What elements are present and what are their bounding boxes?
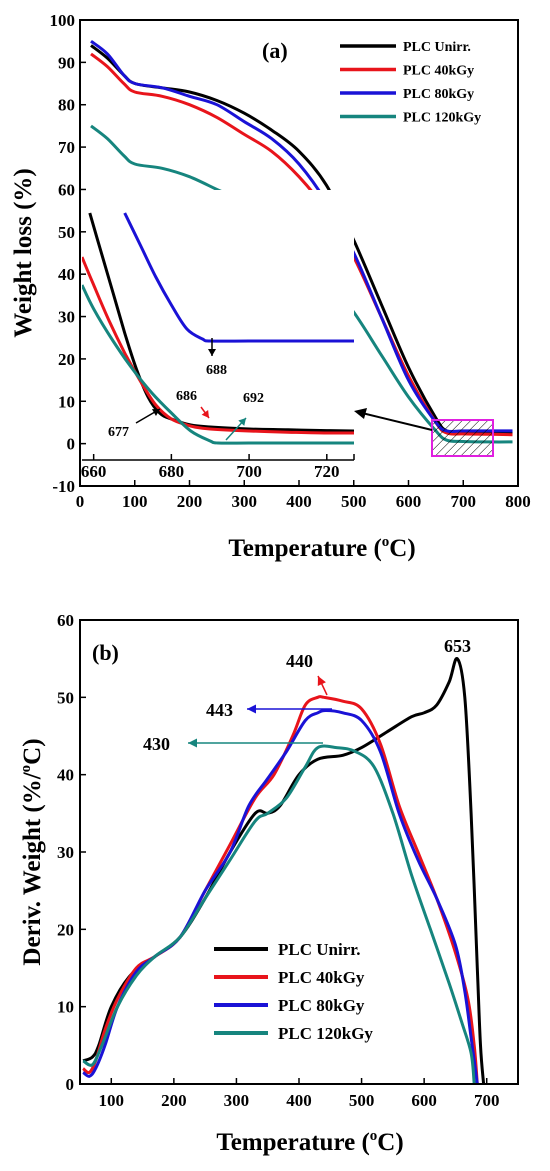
panel-a-ytick-label: 90 [58, 53, 75, 72]
panel-a-ytick-label: 10 [58, 392, 75, 411]
panel-a-ytick-label: 70 [58, 138, 75, 157]
panel-a-xtick-label: 100 [122, 492, 148, 511]
panel-b-ytick-label: 20 [57, 920, 74, 939]
peak-label-443: 443 [206, 700, 233, 720]
panel-a-xtick-label: 200 [177, 492, 203, 511]
panel-b-ytick-label: 50 [57, 688, 74, 707]
peak-label-430: 430 [143, 734, 170, 754]
legend-a-label-plc-40kgy: PLC 40kGy [403, 64, 474, 79]
peak-label-440: 440 [286, 651, 313, 671]
inset-line-plc-120kgy [82, 284, 354, 445]
panel-a-xtick-label: 500 [341, 492, 367, 511]
panel-a-legend: PLC Unirr. PLC 40kGy PLC 80kGy PLC 120kGy [340, 40, 481, 126]
panel-b-xtick-label: 700 [474, 1091, 500, 1110]
panel-a-xtick-label: 800 [505, 492, 531, 511]
legend-a-label-plc-80kgy: PLC 80kGy [403, 87, 474, 102]
panel-b-ylabel: Deriv. Weight (%/oC) [18, 738, 46, 965]
legend-a-label-plc-120kgy: PLC 120kGy [403, 111, 481, 126]
panel-b-legend: PLC Unirr. PLC 40kGy PLC 80kGy PLC 120kGy [214, 940, 373, 1043]
legend-b-label-plc-unirr: PLC Unirr. [278, 940, 361, 959]
peak-arrowhead [317, 676, 326, 687]
panel-b-xtick-label: 600 [411, 1091, 437, 1110]
panel-a-ytick-label: 60 [58, 180, 75, 199]
inset-annotation-688: 688 [206, 363, 227, 378]
panel-b-xlabel: Temperature (oC) [216, 1128, 403, 1156]
panel-a-xlabel: Temperature (oC) [228, 534, 415, 562]
inset-xtick-label: 720 [314, 462, 340, 481]
panel-b-label: (b) [92, 640, 119, 665]
panel-a-ytick-label: 0 [67, 435, 76, 454]
peak-annotations: 653 440 443 430 [143, 636, 471, 754]
inset-annotation-arrowhead [201, 409, 209, 418]
inset-annotation-677: 677 [108, 425, 129, 440]
inset-annotation-arrowhead [151, 409, 160, 416]
inset-zoom: 660 680 700 720 677 686 688 692 [81, 190, 355, 481]
legend-b-label-plc-80kgy: PLC 80kGy [278, 996, 365, 1015]
panel-b-xtick-label: 400 [286, 1091, 312, 1110]
panel-a-ytick-label: -10 [52, 477, 75, 496]
inset-background [82, 190, 354, 460]
panel-b-ytick-label: 30 [57, 843, 74, 862]
panel-a-ylabel: Weight loss (%) [10, 168, 37, 337]
panel-a-ytick-label: 100 [50, 11, 76, 30]
inset-annotation-arrowhead [208, 349, 216, 356]
panel-b-ytick-label: 0 [66, 1075, 75, 1094]
inset-xtick-label: 700 [236, 462, 262, 481]
zoom-arrow [361, 412, 433, 431]
panel-a-xtick-label: 0 [76, 492, 85, 511]
panel-a-ytick-label: 20 [58, 350, 75, 369]
inset-annotation-arrowhead [238, 418, 246, 426]
inset-xtick-label: 680 [159, 462, 185, 481]
peak-arrowhead [188, 738, 197, 748]
inset-annotation-686: 686 [176, 389, 197, 404]
series-line-b-plc-120kgy [82, 744, 476, 1084]
inset-xtick-label: 660 [81, 462, 107, 481]
inset-line-plc-unirr [88, 212, 354, 433]
panel-a-ytick-label: 30 [58, 308, 75, 327]
peak-arrowhead [247, 704, 256, 714]
panel-b-xtick-label: 200 [161, 1091, 187, 1110]
panel-b-xtick-label: 500 [349, 1091, 375, 1110]
panel-b-ytick-label: 40 [57, 766, 74, 785]
panel-a-xtick-label: 300 [232, 492, 258, 511]
panel-b-xtick-label: 100 [99, 1091, 125, 1110]
panel-a-ytick-label: 50 [58, 223, 75, 242]
panel-a-xtick-label: 400 [286, 492, 312, 511]
inset-annotation-692: 692 [243, 391, 264, 406]
panel-a-xtick-label: 600 [396, 492, 422, 511]
panel-b-ytick-label: 60 [57, 611, 74, 630]
panel-a-label: (a) [262, 38, 288, 63]
panel-b-chart: 100 200 300 400 500 600 700 0 10 20 30 40 50 60 (b) 6… [18, 611, 519, 1156]
panel-a-xtick-label: 700 [451, 492, 477, 511]
legend-b-label-plc-120kgy: PLC 120kGy [278, 1024, 373, 1043]
panel-b-xtick-label: 300 [224, 1091, 250, 1110]
zoom-region-box [431, 419, 494, 457]
panel-b-ytick-label: 10 [57, 998, 74, 1017]
panel-a-ytick-label: 40 [58, 265, 75, 284]
legend-a-label-plc-unirr: PLC Unirr. [403, 40, 471, 55]
zoom-arrow-head [354, 408, 367, 419]
peak-label-653: 653 [444, 636, 471, 656]
panel-a-ytick-label: 80 [58, 96, 75, 115]
inset-line-plc-80kgy [123, 212, 354, 343]
legend-b-label-plc-40kgy: PLC 40kGy [278, 968, 365, 987]
